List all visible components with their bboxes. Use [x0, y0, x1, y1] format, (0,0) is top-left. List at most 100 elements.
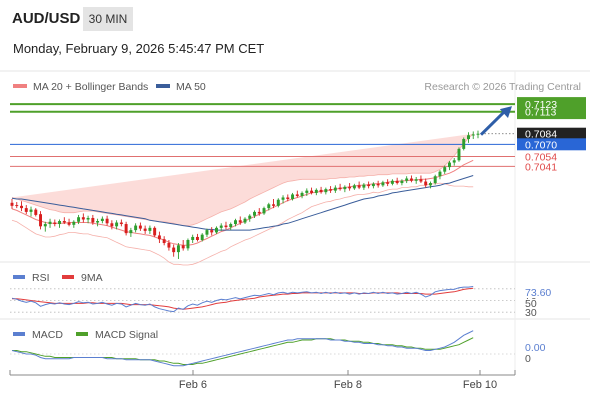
candle-body: [81, 217, 85, 220]
candle-body: [414, 179, 418, 181]
candle: [134, 223, 138, 233]
candle-body: [452, 160, 456, 163]
candle: [343, 185, 347, 193]
candle: [348, 183, 352, 191]
symbol-title: AUD/USD: [12, 10, 81, 27]
datetime-label: Monday, February 9, 2026 5:45:47 PM CET: [13, 41, 265, 56]
candle: [295, 190, 299, 198]
candle: [58, 219, 62, 228]
candle: [91, 214, 95, 225]
candle-body: [471, 134, 475, 136]
candle-body: [62, 221, 66, 223]
last-price-value: 0.7084: [525, 129, 557, 141]
rsi-level-30: 30: [525, 307, 537, 319]
candle-body: [43, 224, 47, 227]
candle: [314, 188, 318, 196]
candle-body: [224, 225, 228, 228]
candle: [281, 195, 285, 204]
candle-body: [72, 221, 76, 225]
candle-body: [105, 218, 109, 224]
macd-legend: MACD MACD Signal: [13, 329, 158, 341]
rsi-legend-label: RSI: [32, 272, 50, 284]
candle: [395, 177, 399, 185]
candle-body: [400, 180, 404, 184]
rsi-legend: RSI 9MA: [13, 272, 103, 284]
candle: [210, 227, 214, 236]
candle: [43, 221, 47, 232]
candle: [476, 130, 480, 139]
x-axis-label-feb10: Feb 10: [463, 379, 497, 391]
candle-body: [314, 189, 318, 193]
candle: [433, 174, 437, 185]
candle: [176, 243, 180, 259]
candle: [162, 236, 166, 246]
candle: [324, 187, 328, 195]
candle-body: [447, 162, 451, 168]
candle-body: [29, 209, 33, 212]
candle-body: [338, 187, 342, 190]
timeframe-badge[interactable]: 30 MIN: [83, 7, 133, 31]
candle-body: [438, 171, 442, 177]
candle: [376, 180, 380, 188]
candle: [329, 186, 333, 193]
candle: [86, 215, 90, 224]
candle: [181, 239, 185, 251]
candle-body: [238, 220, 242, 223]
candle: [333, 185, 337, 193]
candle-body: [167, 243, 171, 248]
price-tags: 0.7113 0.7123 0.7084 0.7054 0.7070 0.704…: [517, 97, 586, 173]
candle-body: [138, 225, 142, 229]
candle-body: [157, 235, 161, 240]
candle-body: [67, 222, 71, 225]
candle: [257, 208, 261, 216]
x-axis-label-feb6: Feb 6: [179, 379, 207, 391]
candle: [105, 215, 109, 226]
candle-body: [324, 189, 328, 193]
candle: [452, 158, 456, 166]
candle-body: [371, 183, 375, 187]
candle-body: [348, 186, 352, 189]
rsi-value-label: 73.60: [525, 287, 551, 299]
candle-body: [96, 221, 100, 223]
candle-body: [424, 181, 428, 186]
resistance-1-tag: [517, 97, 586, 120]
candle-body: [310, 190, 314, 193]
candle: [409, 175, 413, 183]
candle: [428, 181, 432, 189]
forecast-arrow-head: [499, 106, 512, 118]
candle: [405, 176, 409, 184]
candle: [286, 194, 290, 202]
candle: [267, 202, 271, 211]
candle: [234, 218, 237, 227]
resistance-1-value: 0.7123: [525, 99, 557, 111]
candle-body: [24, 208, 28, 212]
candle: [62, 217, 66, 225]
candle: [424, 178, 428, 188]
candle-body: [124, 224, 128, 234]
candle-body: [272, 204, 276, 206]
candle-body: [262, 208, 266, 214]
candle: [219, 223, 223, 231]
candle-body: [343, 186, 347, 190]
last-price-tag: [517, 127, 586, 140]
candle: [186, 238, 190, 251]
pivot-value: 0.7070: [525, 139, 557, 151]
candle-body: [181, 245, 185, 249]
candle: [381, 180, 385, 187]
candle-body: [329, 189, 333, 191]
candle-body: [462, 139, 466, 149]
candle-body: [134, 225, 138, 231]
rsi-ma-legend-swatch: [62, 275, 74, 279]
bollinger-upper-line: [11, 133, 474, 226]
candle-body: [210, 230, 214, 233]
candle-body: [443, 167, 447, 172]
candle: [319, 186, 323, 194]
main-legend: MA 20 + Bollinger Bands MA 50 Research ©…: [13, 81, 581, 93]
candle: [386, 179, 390, 187]
ma50-legend-label: MA 50: [176, 81, 206, 93]
forecast-arrow-shaft: [479, 109, 508, 136]
candle: [262, 206, 266, 215]
candle: [77, 214, 81, 225]
ma20-legend-swatch: [13, 84, 27, 88]
candle: [367, 181, 371, 189]
